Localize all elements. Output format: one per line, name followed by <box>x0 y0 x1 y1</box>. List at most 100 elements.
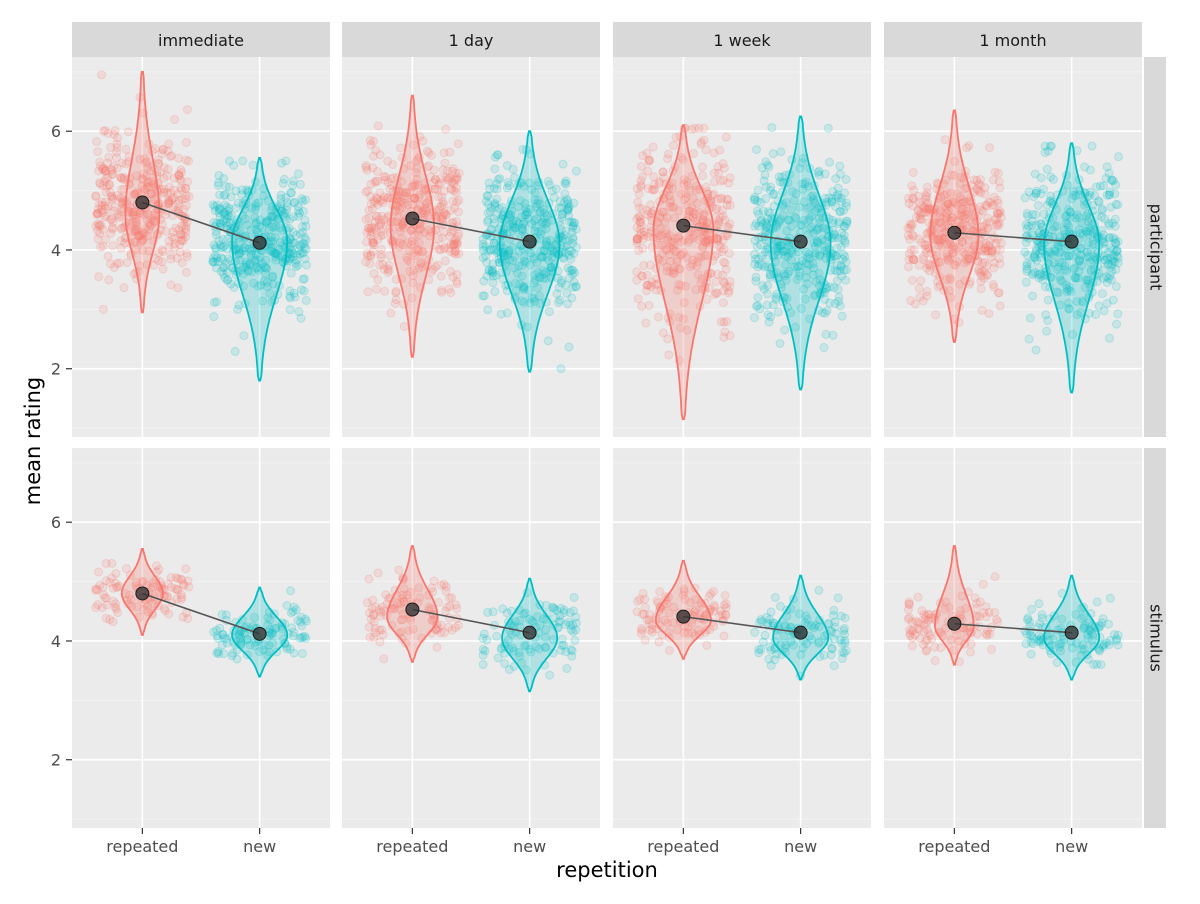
new-point <box>481 251 491 261</box>
x-tick-label: new <box>1055 837 1088 856</box>
repeated-point <box>101 173 111 183</box>
new-point <box>294 246 304 256</box>
new-point <box>277 158 287 168</box>
new-point <box>558 159 568 169</box>
new-point <box>835 301 845 311</box>
new-point <box>822 306 832 316</box>
new-point <box>487 266 497 276</box>
repeated-point <box>696 139 706 149</box>
new-point <box>237 190 247 200</box>
new-point <box>1113 309 1123 319</box>
repeated-point <box>982 261 992 271</box>
repeated-point <box>181 155 191 165</box>
new-point <box>231 203 241 213</box>
repeated-point <box>721 609 731 619</box>
new-point <box>233 304 243 314</box>
repeated-point <box>436 213 446 223</box>
repeated-point <box>922 645 932 655</box>
new-point <box>761 223 771 233</box>
repeated-point <box>116 243 126 253</box>
repeated-point <box>717 247 727 257</box>
new-point <box>215 190 225 200</box>
new-point <box>261 269 271 279</box>
new-point <box>1034 599 1044 609</box>
repeated-point <box>167 151 177 161</box>
repeated-point <box>908 167 918 177</box>
repeated-point <box>128 210 138 220</box>
new-point <box>771 294 781 304</box>
repeated-point <box>635 595 645 605</box>
new-point <box>1092 659 1102 669</box>
repeated-point <box>138 169 148 179</box>
new-point <box>264 225 274 235</box>
repeated-point <box>100 212 110 222</box>
repeated-point <box>174 204 184 214</box>
new-point <box>211 244 221 254</box>
new-point <box>273 250 283 260</box>
repeated-mean-point <box>676 218 691 233</box>
repeated-point <box>931 310 941 320</box>
repeated-point <box>132 221 142 231</box>
repeated-point <box>138 245 148 255</box>
repeated-point <box>169 242 179 252</box>
y-tick-label: 6 <box>51 122 61 141</box>
new-point <box>241 262 251 272</box>
new-point <box>223 206 233 216</box>
new-point <box>840 613 850 623</box>
repeated-point <box>177 185 187 195</box>
repeated-point <box>652 596 662 606</box>
repeated-point <box>101 197 111 207</box>
repeated-point <box>101 166 111 176</box>
repeated-point <box>715 176 725 186</box>
repeated-point <box>138 210 148 220</box>
new-point <box>290 292 300 302</box>
repeated-point <box>92 210 102 220</box>
repeated-point <box>903 262 913 272</box>
repeated-point <box>143 162 153 172</box>
repeated-point <box>664 350 674 360</box>
new-point <box>1101 173 1111 183</box>
repeated-point <box>116 172 126 182</box>
new-point <box>1042 164 1052 174</box>
repeated-point <box>709 148 719 158</box>
new-point <box>208 257 218 267</box>
new-point <box>1025 626 1035 636</box>
x-tick-label: new <box>513 837 546 856</box>
new-point <box>288 180 298 190</box>
new-point <box>301 260 311 270</box>
new-point <box>1040 141 1050 151</box>
repeated-point <box>633 294 643 304</box>
repeated-mean-point <box>676 609 691 624</box>
repeated-point <box>440 606 450 616</box>
new-point <box>1110 189 1120 199</box>
new-point <box>543 336 553 346</box>
new-point <box>218 269 228 279</box>
new-point <box>561 248 571 258</box>
repeated-point <box>91 221 101 231</box>
new-point <box>289 627 299 637</box>
new-point <box>773 307 783 317</box>
repeated-point <box>137 174 147 184</box>
new-point <box>775 338 785 348</box>
repeated-point <box>131 224 141 234</box>
repeated-point <box>107 169 117 179</box>
new-point <box>1036 173 1046 183</box>
new-point <box>294 240 304 250</box>
repeated-point <box>694 123 704 133</box>
repeated-point <box>636 180 646 190</box>
repeated-point <box>177 221 187 231</box>
repeated-point <box>366 179 376 189</box>
repeated-point <box>993 288 1003 298</box>
new-point <box>267 247 277 257</box>
new-point <box>262 282 272 292</box>
repeated-point <box>181 137 191 147</box>
repeated-point <box>668 140 678 150</box>
repeated-point <box>180 194 190 204</box>
new-point <box>218 241 228 251</box>
repeated-point <box>146 189 156 199</box>
repeated-point <box>383 192 393 202</box>
repeated-point <box>138 234 148 244</box>
new-point <box>224 203 234 213</box>
repeated-point <box>663 154 673 164</box>
repeated-point <box>112 191 122 201</box>
